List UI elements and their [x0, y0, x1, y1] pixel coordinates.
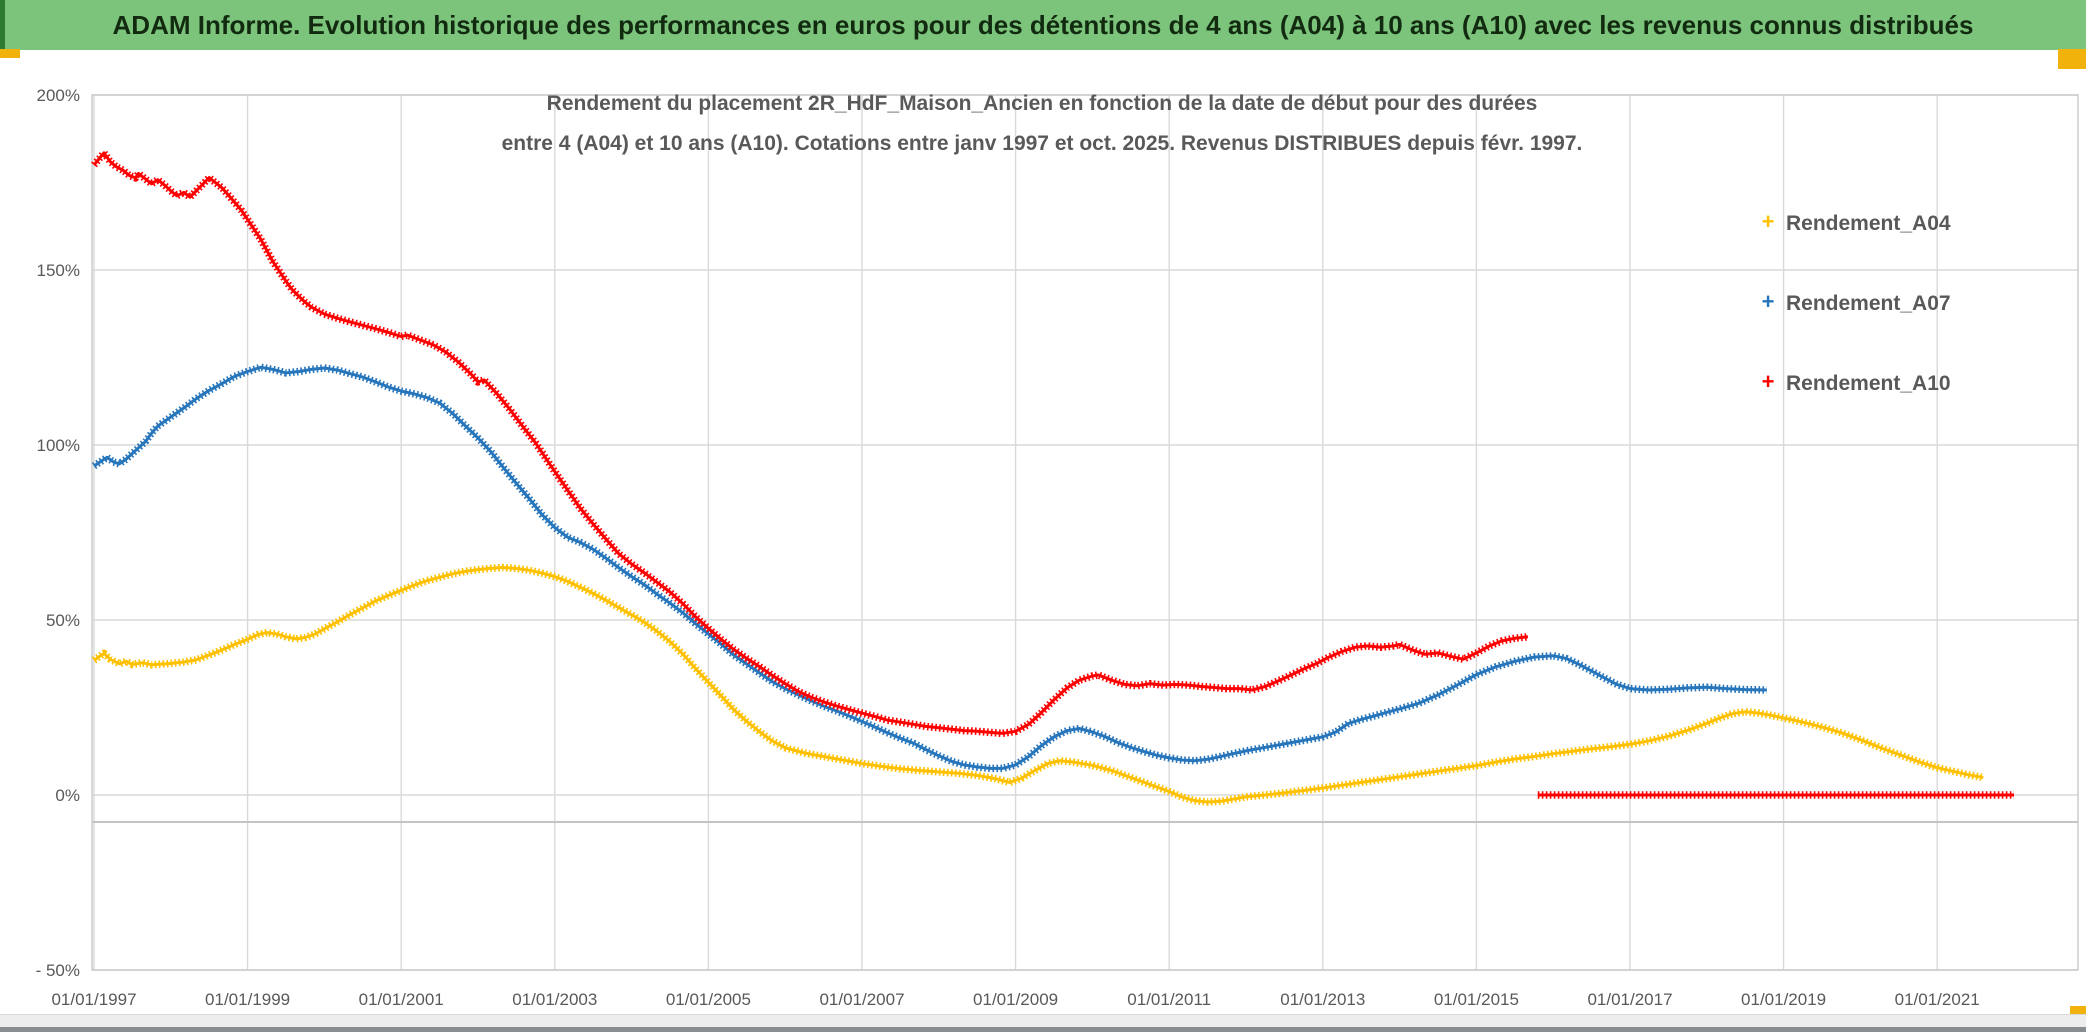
x-tick-label: 01/01/1999	[205, 990, 290, 1009]
x-axis-labels: 01/01/1997 01/01/1999 01/01/2001 01/01/2003…	[51, 990, 1979, 1009]
legend-item-label: Rendement_A10	[1786, 372, 1951, 395]
page-title: ADAM Informe. Evolution historique des p…	[112, 9, 1974, 40]
legend-item-label: Rendement_A04	[1786, 212, 1951, 235]
x-tick-label: 01/01/1997	[51, 990, 136, 1009]
x-tick-label: 01/01/2019	[1741, 990, 1826, 1009]
yellow-accent-top-left	[0, 49, 20, 58]
banner-left-edge	[0, 0, 5, 50]
legend: + Rendement_A04 + Rendement_A07 + Rendement_A…	[1762, 209, 1951, 395]
x-tick-label: 01/01/2005	[666, 990, 751, 1009]
y-tick-label: 150%	[37, 261, 80, 280]
series	[91, 149, 2014, 806]
window-bottom-edge	[0, 1027, 2086, 1032]
x-tick-label: 01/01/2001	[359, 990, 444, 1009]
x-tick-label: 01/01/2003	[512, 990, 597, 1009]
y-tick-label: 50%	[46, 611, 80, 630]
series-markers-Rendement_A04	[91, 563, 1984, 806]
legend-item-label: Rendement_A07	[1786, 292, 1951, 315]
legend-marker-icon: +	[1762, 289, 1775, 314]
y-tick-label: 100%	[37, 436, 80, 455]
header-banner: ADAM Informe. Evolution historique des p…	[0, 0, 2086, 50]
x-tick-label: 01/01/2011	[1127, 990, 1211, 1009]
series-line-Rendement_A07	[93, 365, 1767, 770]
y-tick-label: 200%	[37, 86, 80, 105]
legend-marker-icon: +	[1762, 369, 1775, 394]
chart-title: Rendement du placement 2R_HdF_Maison_Anc…	[502, 92, 1583, 155]
chart-title-line: entre 4 (A04) et 10 ans (A10). Cotations…	[502, 132, 1583, 155]
series-line-Rendement_A10	[92, 151, 1529, 735]
x-tick-label: 01/01/2013	[1280, 990, 1365, 1009]
x-tick-label: 01/01/2015	[1434, 990, 1519, 1009]
bottom-strip	[0, 1014, 2086, 1029]
y-tick-label: 0%	[55, 786, 80, 805]
x-tick-label: 01/01/2021	[1895, 990, 1980, 1009]
chart-title-line: Rendement du placement 2R_HdF_Maison_Anc…	[547, 92, 1538, 115]
gridlines	[91, 94, 2079, 971]
x-tick-label: 01/01/2009	[973, 990, 1058, 1009]
series-markers-Rendement_A10	[91, 149, 1529, 738]
x-tick-label: 01/01/2007	[819, 990, 904, 1009]
x-tick-label: 01/01/2017	[1587, 990, 1672, 1009]
y-axis-labels: 200% 150% 100% 50% 0% - 50%	[36, 86, 80, 980]
legend-marker-icon: +	[1762, 209, 1775, 234]
y-tick-label: - 50%	[36, 961, 80, 980]
yellow-accent-top-right	[2058, 49, 2086, 69]
series-markers-Rendement_A07	[91, 363, 1767, 773]
plot-border	[91, 94, 2079, 971]
